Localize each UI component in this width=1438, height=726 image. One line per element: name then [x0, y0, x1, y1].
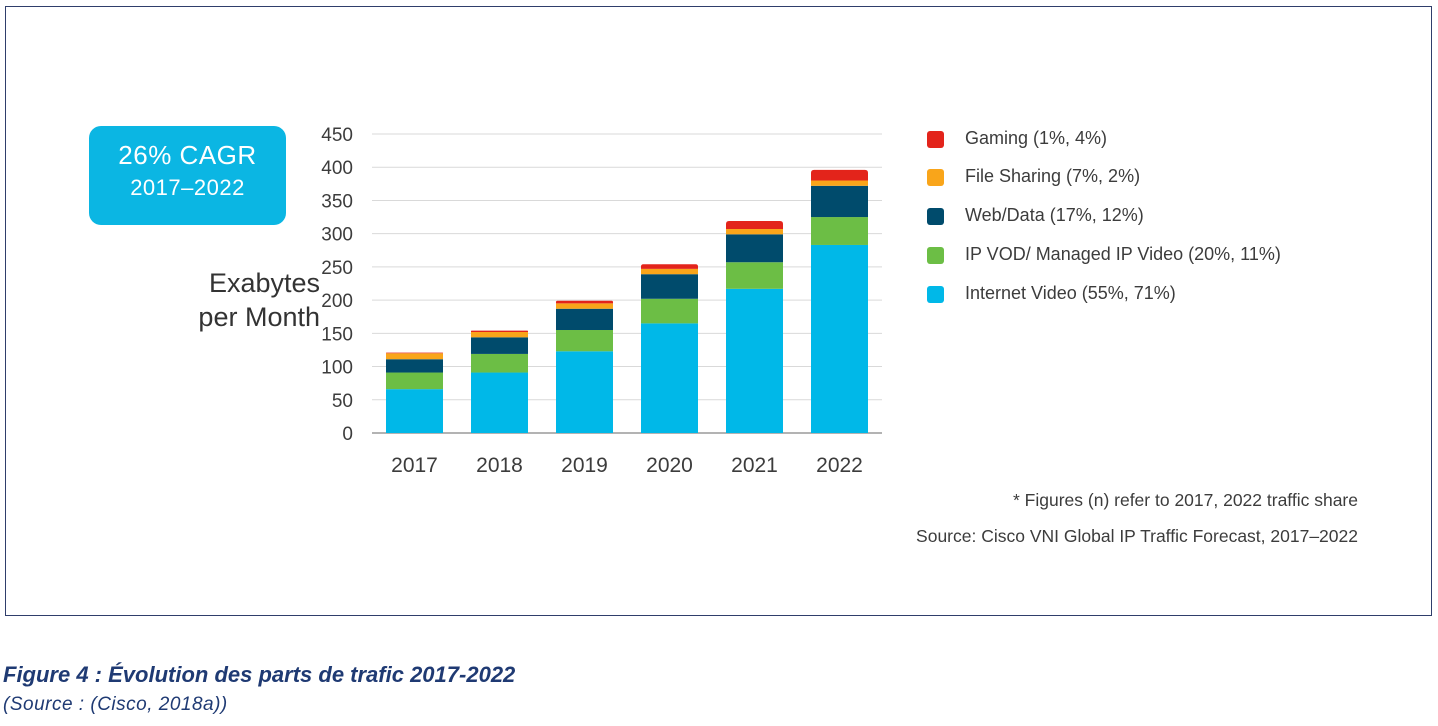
x-tick-label: 2022	[816, 454, 863, 477]
legend-swatch	[927, 131, 944, 148]
bar-segment	[811, 217, 868, 245]
bar-segment	[556, 303, 613, 309]
figure-caption: Figure 4 : Évolution des parts de trafic…	[3, 662, 516, 687]
figure-caption-source: (Source : (Cisco, 2018a))	[3, 694, 228, 715]
grid-lines	[372, 133, 882, 434]
y-tick-label: 450	[321, 125, 353, 146]
cagr-period-text: 2017–2022	[130, 175, 245, 200]
legend-swatch	[927, 208, 944, 225]
bar-segment	[386, 389, 443, 433]
legend-swatch	[927, 247, 944, 264]
y-tick-label: 0	[342, 424, 353, 445]
legend-label: IP VOD/ Managed IP Video (20%, 11%)	[965, 244, 1281, 264]
bar-segment	[726, 221, 783, 230]
bar-stack-2022	[811, 169, 868, 433]
bar-stack-2017	[386, 352, 443, 433]
bar-segment	[386, 372, 443, 390]
y-tick-label: 200	[321, 291, 353, 312]
x-tick-label: 2021	[731, 454, 778, 477]
x-tick-label: 2017	[391, 454, 438, 477]
bar-stack-2018	[471, 330, 528, 433]
figures-note: * Figures (n) refer to 2017, 2022 traffi…	[1013, 490, 1358, 510]
x-tick-labels: 2017 2018 2019 2020 2021 2022	[391, 454, 863, 477]
bar-stack-2020	[641, 264, 698, 433]
figure-frame	[5, 6, 1432, 616]
bar-segment	[811, 185, 868, 218]
bar-segment	[641, 298, 698, 324]
y-tick-label: 300	[321, 225, 353, 246]
x-tick-label: 2020	[646, 454, 693, 477]
cagr-main-text: 26% CAGR	[118, 140, 257, 170]
bar-segment	[641, 274, 698, 299]
bar-segment	[471, 330, 528, 333]
bar-segment	[556, 300, 613, 304]
bar-segment	[726, 229, 783, 235]
bar-segment	[471, 372, 528, 433]
legend-label: Web/Data (17%, 12%)	[965, 205, 1144, 225]
bar-segment	[471, 353, 528, 373]
y-tick-label: 250	[321, 258, 353, 279]
bar-segment	[726, 288, 783, 433]
x-tick-label: 2018	[476, 454, 523, 477]
legend-swatch	[927, 286, 944, 303]
y-axis-label: Exabytes per Month	[120, 266, 320, 334]
y-tick-label: 150	[321, 324, 353, 345]
bar-segment	[386, 352, 443, 354]
bar-segment	[386, 359, 443, 373]
bar-segment	[471, 337, 528, 354]
y-tick-label: 350	[321, 191, 353, 212]
bar-segment	[556, 308, 613, 331]
y-tick-label: 50	[332, 391, 353, 412]
source-note: Source: Cisco VNI Global IP Traffic Fore…	[916, 526, 1358, 546]
y-tick-label: 400	[321, 158, 353, 179]
cagr-badge: 26% CAGR 2017–2022	[89, 126, 286, 225]
y-axis-label-line-1: Exabytes	[208, 268, 320, 298]
bar-stack-2019	[556, 300, 613, 433]
stacked-bar-chart: 0 50 100 150 200 250 300 350 400 450 2017 2018 2019…	[321, 125, 882, 477]
y-axis-label-line-2: per Month	[198, 302, 320, 332]
bar-segment	[811, 244, 868, 433]
bar-segment	[811, 169, 868, 181]
bar-segment	[556, 330, 613, 352]
bar-segment	[386, 353, 443, 360]
x-tick-label: 2019	[561, 454, 608, 477]
y-tick-label: 100	[321, 358, 353, 379]
bar-segment	[811, 180, 868, 186]
legend-label: Internet Video (55%, 71%)	[965, 283, 1176, 303]
bar-segment	[641, 264, 698, 269]
bar-segment	[641, 268, 698, 275]
bar-segment	[726, 262, 783, 289]
bar-segment	[556, 351, 613, 433]
legend-swatch	[927, 169, 944, 186]
legend-label: Gaming (1%, 4%)	[965, 128, 1108, 148]
bars	[386, 169, 868, 433]
bar-segment	[726, 234, 783, 263]
y-tick-labels: 0 50 100 150 200 250 300 350 400 450	[321, 125, 353, 445]
bar-segment	[471, 332, 528, 338]
bar-stack-2021	[726, 221, 783, 433]
legend-label: File Sharing (7%, 2%)	[965, 166, 1141, 186]
bar-segment	[641, 323, 698, 433]
